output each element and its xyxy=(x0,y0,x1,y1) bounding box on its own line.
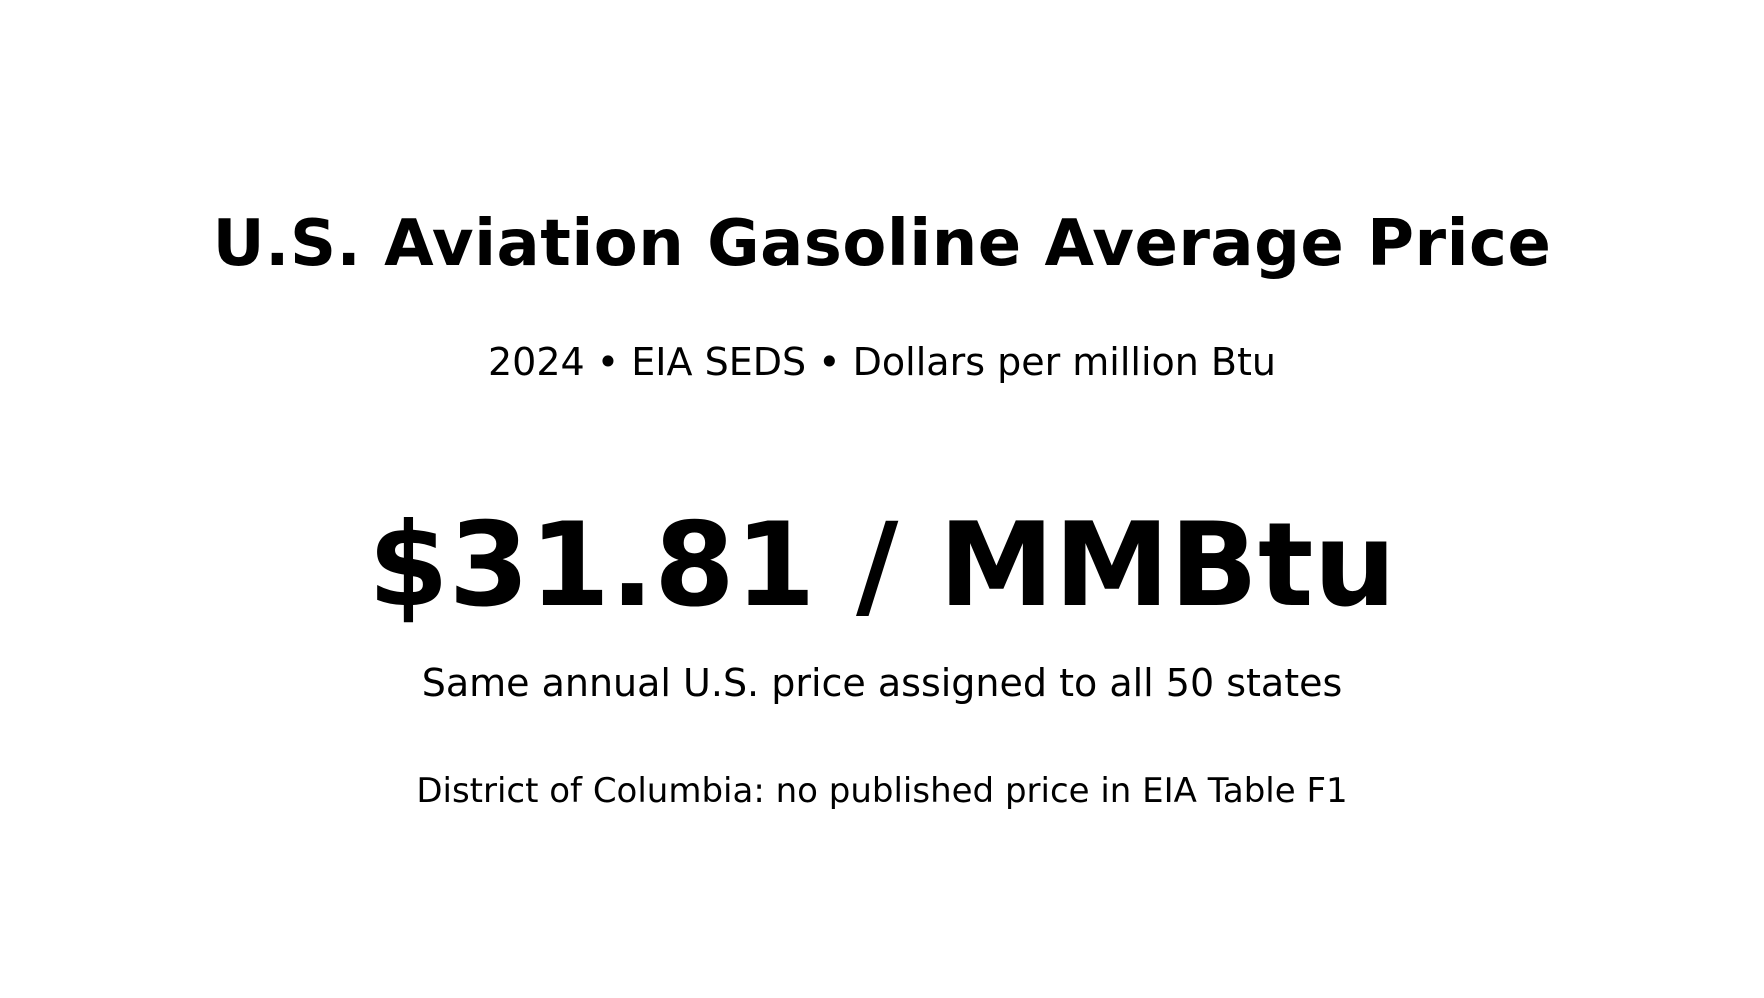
kpi-note: Same annual U.S. price assigned to all 5… xyxy=(421,661,1343,705)
kpi-value: $31.81 / MMBtu xyxy=(367,498,1397,633)
chart-title: U.S. Aviation Gasoline Average Price xyxy=(212,207,1552,281)
footnote: District of Columbia: no published price… xyxy=(416,771,1348,811)
chart-subtitle: 2024 • EIA SEDS • Dollars per million Bt… xyxy=(488,340,1276,384)
